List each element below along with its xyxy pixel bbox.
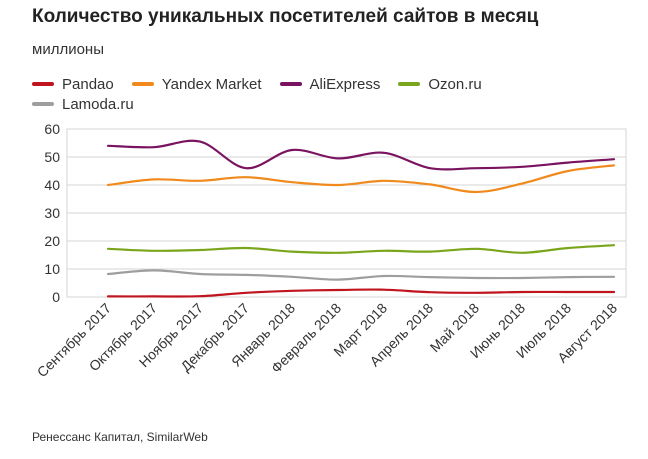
series-line-aliexpress: [106, 139, 616, 171]
y-tick-label-0: 0: [52, 289, 60, 305]
source-note: Ренессанс Капитал, SimilarWeb: [32, 430, 208, 444]
y-tick-label-60: 60: [44, 121, 60, 137]
legend-label-ozon: Ozon.ru: [428, 75, 482, 93]
series-line-lamoda-ru: [106, 269, 616, 281]
legend-item-pandao: Pandao: [32, 76, 114, 93]
legend-label-pandao: Pandao: [62, 75, 114, 93]
legend-label-aliexpress: AliExpress: [309, 75, 381, 93]
y-tick-label-50: 50: [44, 149, 60, 165]
chart-subtitle: миллионы: [32, 41, 104, 58]
y-tick-label-20: 20: [44, 233, 60, 249]
legend: Pandao Yandex Market AliExpress Ozon.ru …: [32, 74, 632, 114]
legend-item-yandex-market: Yandex Market: [131, 75, 262, 93]
legend-swatch-ozon: [398, 82, 421, 86]
legend-label-yandex-market: Yandex Market: [161, 75, 262, 93]
legend-swatch-aliexpress: [279, 82, 302, 86]
y-tick-label-30: 30: [44, 205, 60, 221]
legend-swatch-pandao: [32, 82, 54, 86]
legend-swatch-yandex-market: [131, 82, 154, 86]
legend-swatch-lamoda: [32, 102, 54, 106]
chart-title: Количество уникальных посетителей сайтов…: [32, 6, 539, 27]
series-line-ozon-ru: [106, 244, 616, 254]
legend-label-lamoda: Lamoda.ru: [62, 95, 134, 113]
legend-item-ozon: Ozon.ru: [398, 75, 482, 93]
series-line-pandao: [106, 288, 616, 298]
legend-row-1: Pandao Yandex Market AliExpress Ozon.ru: [32, 74, 632, 94]
series-line-yandex-market: [106, 164, 616, 194]
legend-row-2: Lamoda.ru: [32, 94, 632, 114]
y-tick-label-10: 10: [44, 261, 60, 277]
y-tick-label-40: 40: [44, 177, 60, 193]
legend-item-lamoda: Lamoda.ru: [32, 96, 134, 113]
legend-item-aliexpress: AliExpress: [279, 75, 381, 93]
